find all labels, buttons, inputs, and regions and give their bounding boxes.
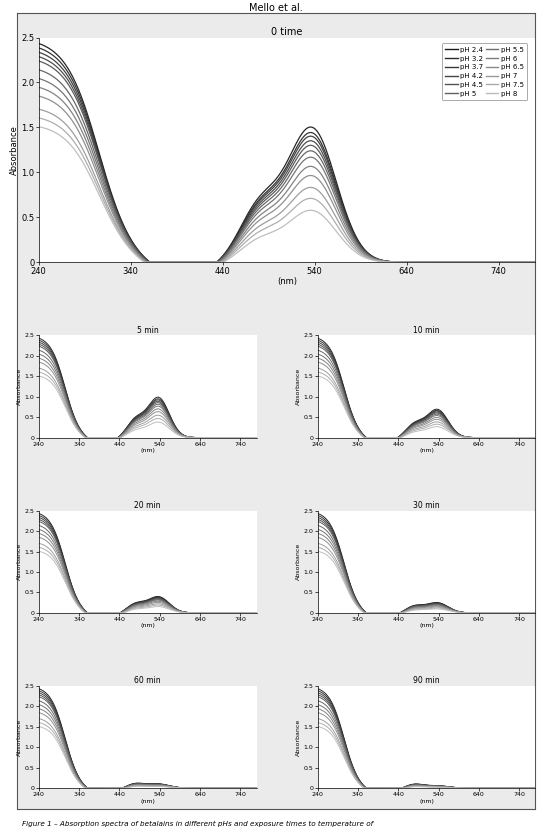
Title: 5 min: 5 min bbox=[137, 325, 158, 334]
X-axis label: (nm): (nm) bbox=[140, 799, 155, 804]
Legend: pH 2.4, pH 3.2, pH 3.7, pH 4.2, pH 4.5, pH 5, pH 5.5, pH 6, pH 6.5, pH 7, pH 7.5: pH 2.4, pH 3.2, pH 3.7, pH 4.2, pH 4.5, … bbox=[442, 43, 527, 100]
Y-axis label: Absorbance: Absorbance bbox=[296, 368, 301, 405]
Y-axis label: Absorbance: Absorbance bbox=[17, 543, 22, 580]
Title: 10 min: 10 min bbox=[413, 325, 440, 334]
X-axis label: (nm): (nm) bbox=[419, 448, 434, 453]
X-axis label: (nm): (nm) bbox=[419, 799, 434, 804]
Y-axis label: Absorbance: Absorbance bbox=[17, 368, 22, 405]
X-axis label: (nm): (nm) bbox=[140, 624, 155, 629]
Y-axis label: Absorbance: Absorbance bbox=[9, 125, 19, 175]
Text: Figure 1 – Absorption spectra of betalains in different pHs and exposure times t: Figure 1 – Absorption spectra of betalai… bbox=[22, 821, 373, 827]
Y-axis label: Absorbance: Absorbance bbox=[17, 718, 22, 756]
Title: 60 min: 60 min bbox=[134, 676, 161, 686]
Title: 90 min: 90 min bbox=[413, 676, 440, 686]
Y-axis label: Absorbance: Absorbance bbox=[296, 543, 301, 580]
Y-axis label: Absorbance: Absorbance bbox=[296, 718, 301, 756]
Title: 20 min: 20 min bbox=[134, 501, 161, 510]
X-axis label: (nm): (nm) bbox=[419, 624, 434, 629]
Title: 30 min: 30 min bbox=[413, 501, 440, 510]
Text: Mello et al.: Mello et al. bbox=[249, 3, 303, 13]
X-axis label: (nm): (nm) bbox=[140, 448, 155, 453]
X-axis label: (nm): (nm) bbox=[277, 277, 297, 286]
Title: 0 time: 0 time bbox=[272, 27, 302, 37]
